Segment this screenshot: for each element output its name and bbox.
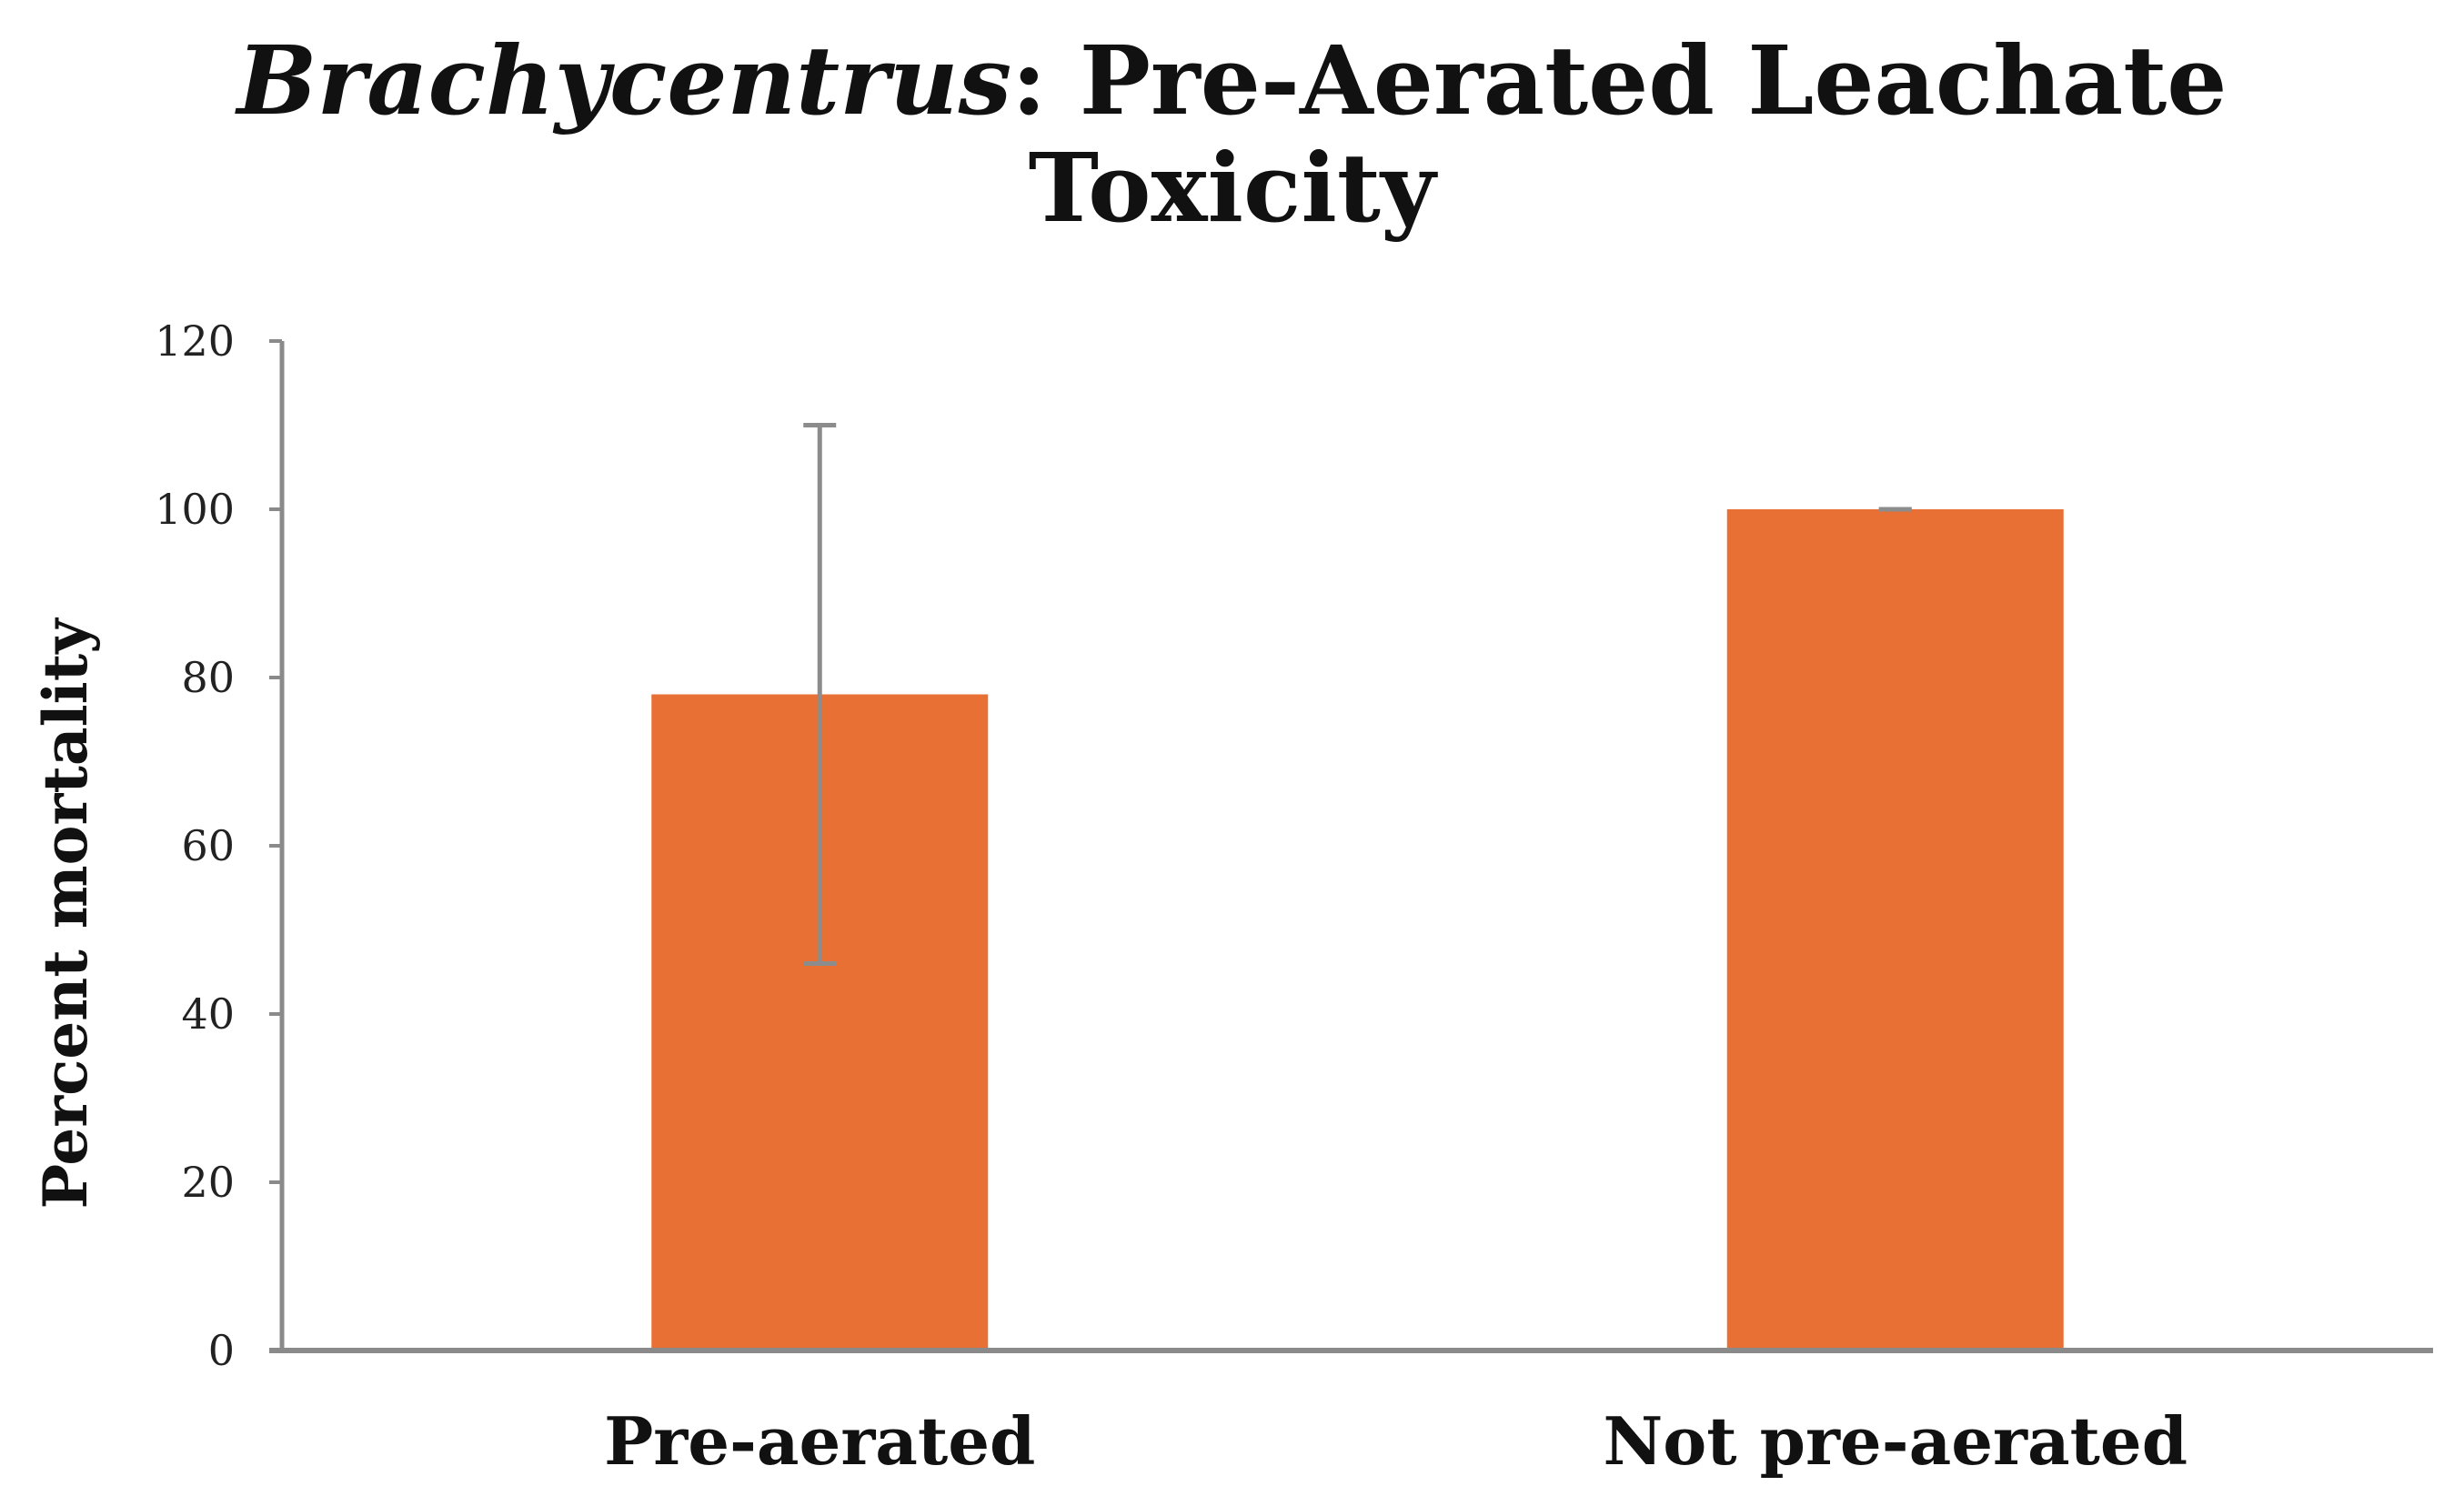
- error-bars: [803, 423, 1912, 966]
- y-tick-label: 40: [181, 989, 235, 1039]
- y-ticks: 0 20 40 60 80 100 120: [155, 316, 282, 1375]
- bars: [651, 509, 2064, 1350]
- chart-title-line-2: Toxicity: [1028, 132, 1436, 244]
- chart-title: Brachycentrus: Pre-Aerated Leachate Toxi…: [0, 27, 2464, 242]
- y-axis-title: Percent mortality: [30, 617, 101, 1210]
- y-tick-label: 20: [181, 1158, 235, 1207]
- category-labels: Pre-aerated Not pre-aerated: [604, 1402, 2187, 1480]
- error-bar-1: [803, 423, 837, 966]
- chart-title-italic: Brachycentrus: [236, 25, 1012, 136]
- chart-title-line-1: Brachycentrus: Pre-Aerated Leachate: [0, 27, 2464, 135]
- chart-title-rest: : Pre-Aerated Leachate: [1011, 25, 2228, 136]
- y-tick-label: 120: [155, 316, 235, 366]
- x-category-label: Not pre-aerated: [1603, 1402, 2187, 1480]
- y-tick-label: 60: [181, 821, 235, 870]
- bar-2: [1726, 509, 2064, 1350]
- y-tick-label: 0: [208, 1326, 235, 1375]
- y-tick-label: 80: [181, 653, 235, 702]
- y-tick-label: 100: [155, 485, 235, 534]
- axes: [269, 341, 2433, 1353]
- x-category-label: Pre-aerated: [604, 1402, 1035, 1480]
